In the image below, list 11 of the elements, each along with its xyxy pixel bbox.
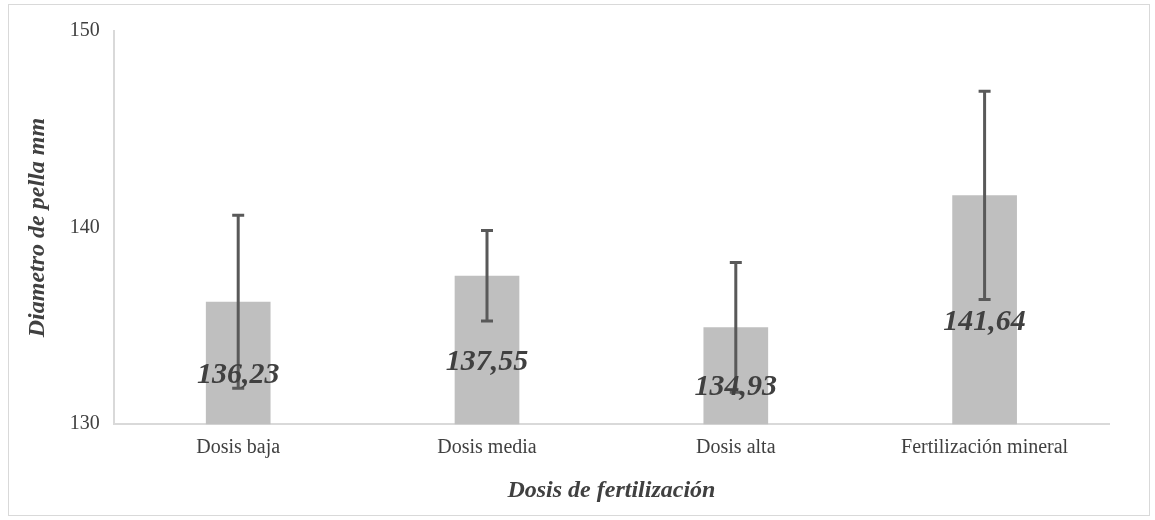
y-tick-label: 130 [69,411,100,434]
x-tick-label: Fertilización mineral [901,435,1069,458]
x-tick-label: Dosis baja [196,435,281,459]
data-label: 137,55 [445,342,529,376]
x-tick-label: Dosis alta [696,435,776,458]
x-tick-label: Dosis media [437,435,537,458]
x-axis-title: Dosis de fertilización [506,475,716,502]
y-tick-label: 150 [69,18,100,41]
y-axis-title: Diametro de pella mm [22,117,49,339]
data-label: 141,64 [943,302,1026,336]
y-tick-label: 140 [69,214,100,237]
